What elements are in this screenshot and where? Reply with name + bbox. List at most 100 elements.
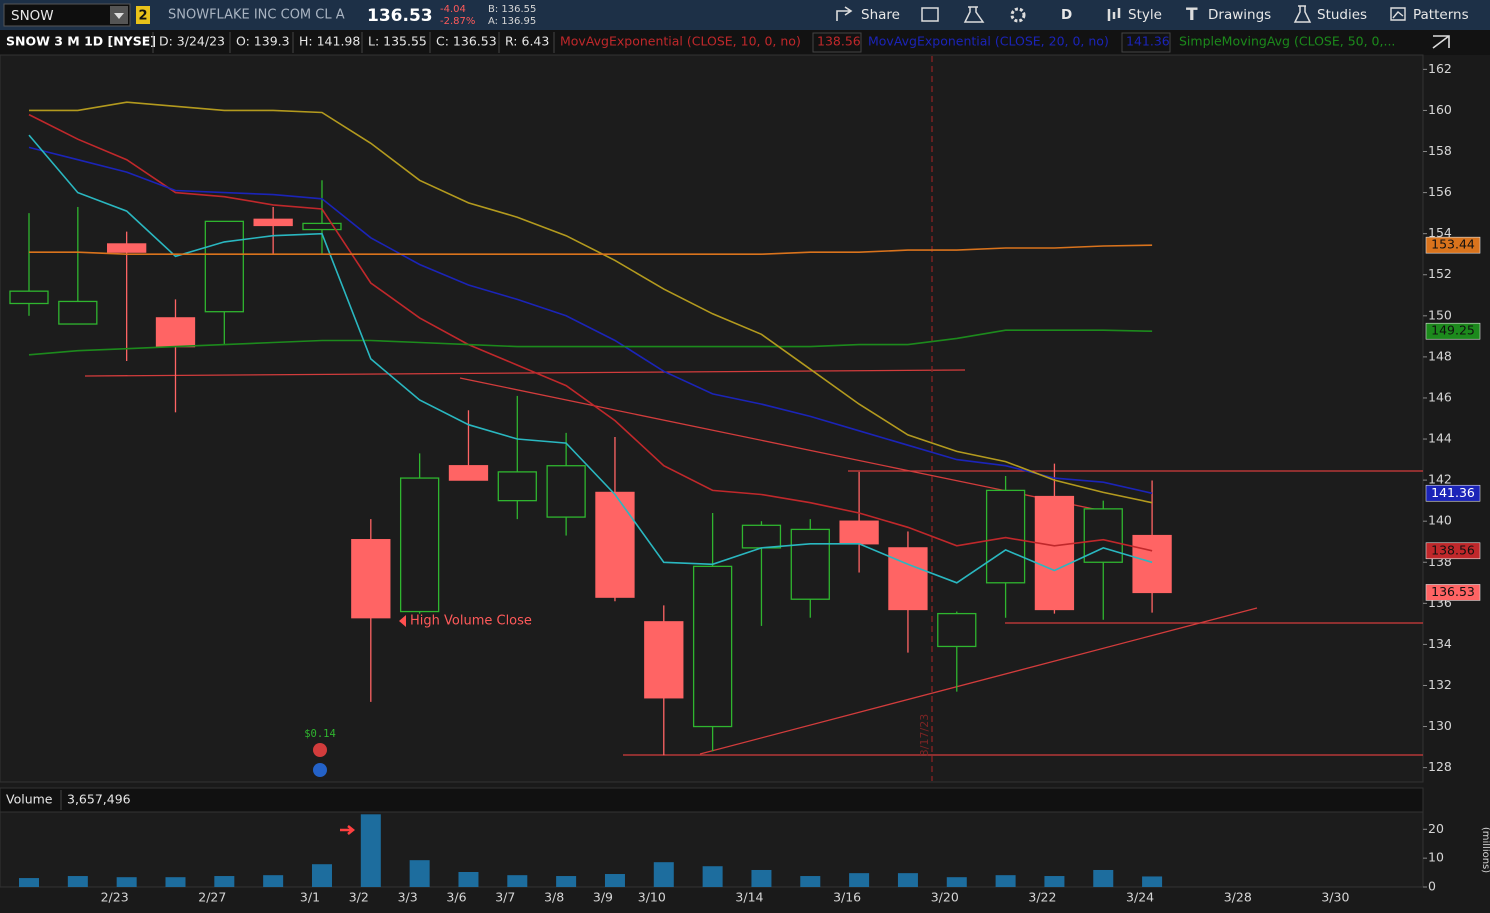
study-value-box (1121, 32, 1171, 53)
volume-bar (507, 875, 528, 887)
x-tick-label: 3/14 (735, 890, 763, 905)
volume-bar (751, 869, 772, 887)
study-value: 138.56 (817, 34, 861, 49)
candle-body (692, 565, 733, 728)
volume-bar (214, 876, 235, 887)
volume-bar (409, 860, 430, 887)
candle-body (985, 489, 1026, 584)
price-tag-label: 153.44 (1431, 237, 1475, 252)
study-value-box (812, 32, 862, 53)
aggregation-button[interactable]: D (1061, 7, 1072, 23)
y-tick-label: 144 (1428, 431, 1452, 446)
flask-button[interactable] (963, 6, 985, 23)
ask: A: 136.95 (488, 16, 536, 27)
x-tick-label: 3/10 (638, 890, 666, 905)
x-tick-label: 3/7 (495, 890, 515, 905)
y-tick-label: 156 (1428, 184, 1452, 199)
moving-average-line (29, 244, 1153, 255)
candle-body (107, 243, 147, 253)
study-legend: MovAvgExponential (CLOSE, 10, 0, no) 138.… (560, 32, 1395, 53)
y-tick-label: 150 (1428, 307, 1452, 322)
drawings-button[interactable]: Drawings (1208, 7, 1271, 23)
price-tag-label: 136.53 (1431, 584, 1475, 599)
symbol[interactable]: SNOW (11, 8, 54, 24)
studies-icon (1293, 5, 1312, 23)
moving-average-line (28, 329, 1153, 356)
x-tick-label: 2/23 (101, 890, 129, 905)
volume-bar (702, 866, 723, 887)
volume-bar (311, 864, 332, 887)
study-name: MovAvgExponential (CLOSE, 20, 0, no) (868, 34, 1109, 49)
x-tick-label: 3/6 (446, 890, 466, 905)
bar-date: D: 3/24/23 (159, 34, 225, 49)
last-price: 136.53 (367, 6, 433, 26)
volume-title: Volume (6, 792, 53, 807)
price-tag-label: 138.56 (1431, 542, 1475, 557)
candle-body (9, 290, 49, 305)
volume-y-tick-label: 0 (1428, 879, 1436, 894)
style-button[interactable]: Style (1128, 7, 1162, 23)
study-value: 141.36 (1126, 34, 1170, 49)
annotation: High Volume Close (410, 614, 532, 629)
share-button[interactable]: Share (861, 7, 900, 23)
x-tick-label: 2/27 (198, 890, 226, 905)
y-tick-label: 160 (1428, 102, 1452, 117)
chart-symbol: SNOW 3 M 1D [NYSE] (6, 34, 156, 49)
high-volume-marker (399, 615, 406, 627)
company-name: SNOWFLAKE INC COM CL A (168, 8, 345, 23)
info-bar (0, 30, 1490, 55)
moving-average-line (28, 146, 1153, 495)
earnings-label: $0.14 (304, 728, 336, 740)
x-tick-label: 3/3 (398, 890, 418, 905)
link-number: 2 (138, 9, 147, 24)
volume-bar (556, 876, 577, 887)
settings-button[interactable] (1010, 7, 1026, 23)
candle-body (253, 218, 293, 227)
y-tick-label: 148 (1428, 348, 1452, 363)
volume-arrow (340, 825, 356, 835)
dividend-icon[interactable] (313, 763, 327, 777)
candle-body (937, 612, 977, 648)
symbol-input[interactable] (3, 3, 131, 27)
candle-body (448, 465, 489, 481)
snapshot-button[interactable] (921, 7, 939, 22)
volume-bar (458, 872, 479, 887)
bar-range: R: 6.43 (505, 34, 549, 49)
y-tick-label: 152 (1428, 266, 1452, 281)
y-tick-label: 142 (1428, 472, 1452, 487)
y-tick-label: 162 (1428, 61, 1452, 76)
x-tick-label: 3/2 (349, 890, 369, 905)
y-tick-label: 128 (1428, 759, 1452, 774)
candle-body (58, 300, 98, 325)
percent-change: -2.87% (440, 16, 475, 27)
y-tick-label: 158 (1428, 143, 1452, 158)
price-tag (1425, 584, 1481, 601)
volume-y-tick-label: 20 (1428, 821, 1444, 836)
volume-bar (1093, 869, 1114, 887)
candle-body (546, 465, 586, 518)
candle-body (790, 528, 830, 600)
share-icon (836, 6, 853, 21)
net-change: -4.04 (440, 4, 466, 15)
volume-bar (67, 876, 88, 887)
bar-open: O: 139.3 (236, 34, 290, 49)
price-tag (1425, 484, 1481, 502)
price-tag-label: 149.25 (1431, 323, 1475, 338)
bar-low: L: 135.55 (368, 34, 427, 49)
toolbar (0, 0, 1490, 30)
price-tag-label: 141.36 (1431, 485, 1475, 500)
volume-bar (263, 875, 284, 887)
volume-bar (604, 874, 625, 887)
moving-average-line (29, 101, 1153, 504)
link-badge[interactable] (136, 6, 150, 24)
patterns-button[interactable]: Patterns (1413, 7, 1469, 23)
chart-mode-icon[interactable] (1432, 35, 1450, 49)
drawings (84, 56, 1423, 781)
studies-button[interactable]: Studies (1317, 7, 1367, 23)
earnings-icon[interactable] (313, 743, 327, 757)
volume-header (0, 787, 1424, 813)
moving-average-line (28, 113, 1153, 552)
candle-body (351, 539, 391, 619)
